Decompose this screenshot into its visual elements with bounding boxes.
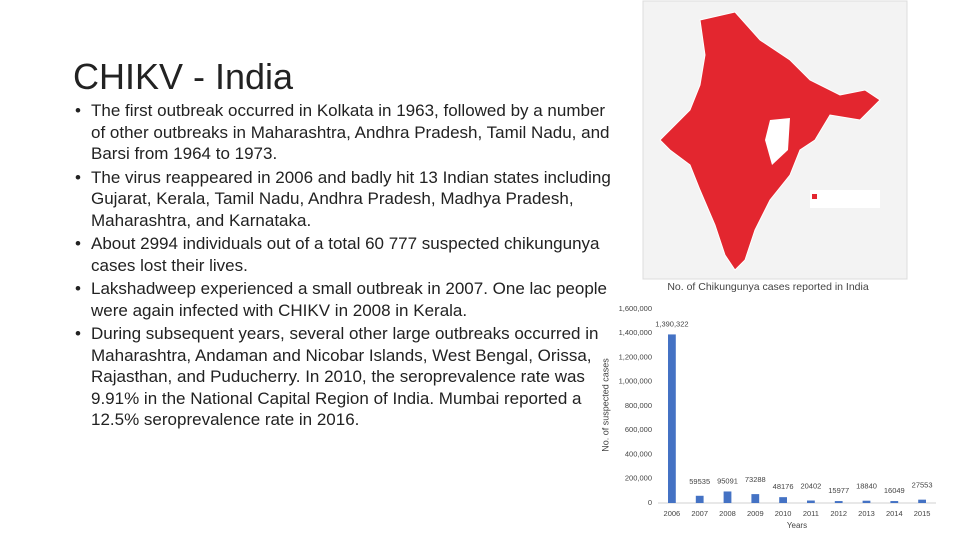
y-tick-label: 1,600,000 — [619, 304, 652, 313]
bullet: During subsequent years, several other l… — [75, 323, 621, 431]
x-tick-label: 2007 — [691, 509, 708, 518]
y-tick-label: 1,000,000 — [619, 377, 652, 386]
x-tick-label: 2012 — [830, 509, 847, 518]
y-tick-label: 400,000 — [625, 449, 652, 458]
bullet: About 2994 individuals out of a total 60… — [75, 233, 621, 276]
value-label: 20402 — [800, 482, 821, 491]
y-tick-label: 200,000 — [625, 474, 652, 483]
y-axis-label: No. of suspected cases — [600, 358, 610, 452]
x-tick-label: 2006 — [664, 509, 681, 518]
value-label: 1,390,322 — [655, 319, 688, 328]
x-tick-label: 2015 — [914, 509, 931, 518]
value-label: 18840 — [856, 482, 877, 491]
y-tick-label: 1,400,000 — [619, 328, 652, 337]
slide-title: CHIKV - India — [73, 56, 294, 97]
bar — [723, 491, 732, 503]
value-label: 95091 — [717, 476, 738, 485]
value-label: 48176 — [773, 482, 794, 491]
x-tick-label: 2008 — [719, 509, 736, 518]
value-label: 15977 — [828, 486, 849, 495]
bullet: Lakshadweep experienced a small outbreak… — [75, 278, 621, 321]
y-tick-label: 0 — [648, 498, 652, 507]
value-label: 73288 — [745, 475, 766, 484]
map-image — [642, 0, 908, 280]
bar — [751, 494, 760, 503]
bullet: The first outbreak occurred in Kolkata i… — [75, 100, 621, 165]
x-tick-label: 2014 — [886, 509, 903, 518]
bar — [695, 495, 704, 503]
y-tick-label: 800,000 — [625, 401, 652, 410]
bar — [890, 501, 899, 503]
bar — [668, 334, 676, 503]
bar — [779, 497, 787, 503]
bullet-list: The first outbreak occurred in Kolkata i… — [73, 100, 621, 433]
y-tick-label: 600,000 — [625, 425, 652, 434]
x-tick-label: 2009 — [747, 509, 764, 518]
bar — [862, 500, 871, 503]
x-tick-label: 2011 — [803, 509, 819, 518]
x-tick-label: 2013 — [858, 509, 875, 518]
bar — [834, 501, 843, 503]
bar — [807, 500, 815, 503]
bar — [918, 499, 926, 503]
value-label: 16049 — [884, 486, 905, 495]
y-tick-label: 1,200,000 — [619, 352, 652, 361]
x-tick-label: 2010 — [775, 509, 792, 518]
x-axis-label: Years — [787, 521, 807, 530]
chart-title: No. of Chikungunya cases reported in Ind… — [667, 281, 869, 293]
value-label: 59535 — [689, 477, 710, 486]
value-label: 27553 — [912, 481, 933, 490]
bullet: The virus reappeared in 2006 and badly h… — [75, 167, 621, 232]
